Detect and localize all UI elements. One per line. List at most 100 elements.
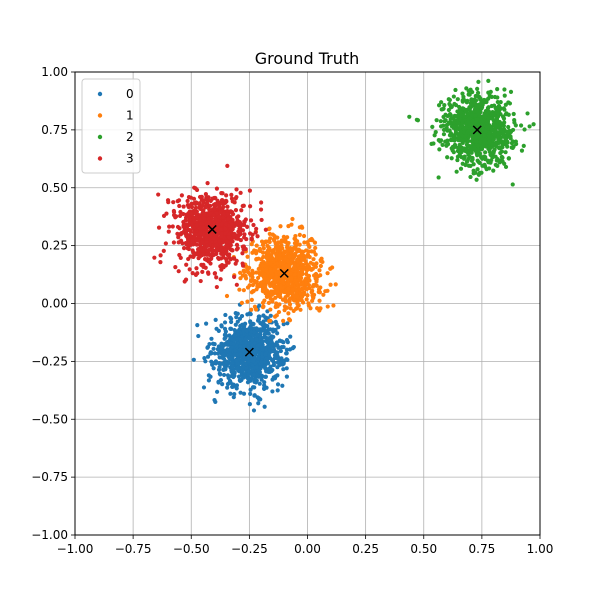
- data-point: [494, 144, 499, 149]
- data-point: [233, 322, 238, 327]
- data-point: [268, 269, 273, 274]
- data-point: [456, 120, 461, 125]
- data-point: [276, 269, 281, 274]
- data-point: [474, 177, 479, 182]
- centroid-marker-2: [472, 125, 482, 135]
- data-point: [491, 117, 496, 122]
- data-point: [502, 120, 507, 125]
- data-point: [201, 385, 207, 390]
- data-point: [314, 283, 319, 288]
- data-point: [531, 122, 536, 127]
- data-point: [221, 211, 226, 217]
- data-point: [225, 373, 231, 378]
- data-point: [241, 348, 246, 353]
- data-point: [272, 314, 278, 319]
- data-point: [222, 320, 228, 325]
- data-point: [454, 127, 459, 132]
- data-point: [278, 260, 283, 265]
- data-point: [229, 222, 234, 227]
- data-point: [495, 163, 500, 168]
- data-point: [486, 78, 491, 83]
- data-point: [266, 300, 271, 305]
- data-point: [216, 255, 221, 261]
- data-point: [221, 265, 226, 270]
- y-axis: −1.00 −0.75 −0.50 −0.25 0.00 0.25 0.50 0.75 1.00: [31, 65, 75, 542]
- centroid-marker-3: [207, 224, 217, 234]
- data-point: [291, 298, 297, 303]
- data-point: [268, 236, 273, 241]
- data-point: [171, 209, 177, 215]
- data-point: [183, 277, 189, 282]
- data-point: [260, 250, 266, 255]
- data-point: [501, 126, 507, 132]
- data-point: [207, 207, 212, 212]
- data-point: [242, 232, 247, 237]
- data-point: [495, 119, 500, 124]
- data-point: [284, 347, 289, 352]
- data-point: [249, 297, 254, 302]
- series-1-points: [224, 216, 338, 324]
- data-point: [457, 104, 462, 110]
- data-point: [450, 144, 456, 149]
- data-point: [512, 120, 517, 125]
- data-point: [486, 109, 491, 114]
- data-point: [449, 124, 455, 129]
- data-point: [501, 134, 506, 139]
- data-point: [195, 271, 200, 276]
- data-point: [254, 364, 259, 370]
- data-point: [236, 214, 241, 219]
- data-point: [244, 236, 249, 242]
- y-tick-label: 0.75: [41, 123, 68, 137]
- data-point: [449, 104, 454, 109]
- data-point: [496, 131, 501, 136]
- data-point: [199, 240, 205, 245]
- data-point: [260, 374, 265, 379]
- data-point: [229, 326, 234, 331]
- legend-swatch: [97, 134, 103, 140]
- data-point: [260, 322, 265, 327]
- data-point: [238, 190, 243, 195]
- data-point: [228, 209, 233, 214]
- data-point: [436, 103, 442, 108]
- data-point: [482, 162, 487, 168]
- data-point: [230, 217, 235, 223]
- data-point: [298, 277, 303, 283]
- data-point: [242, 219, 247, 224]
- data-point: [238, 223, 243, 228]
- data-point: [250, 337, 255, 342]
- data-point: [196, 333, 201, 339]
- data-point: [198, 206, 203, 212]
- data-point: [230, 212, 236, 217]
- data-point: [247, 283, 252, 288]
- data-point: [191, 357, 196, 362]
- data-point: [254, 226, 259, 231]
- data-point: [247, 265, 252, 270]
- series-3-points: [152, 163, 268, 290]
- data-point: [216, 214, 221, 219]
- centroid-stroke: [207, 224, 217, 234]
- data-point: [455, 154, 460, 159]
- data-point: [466, 120, 471, 125]
- data-point: [276, 309, 282, 315]
- data-point: [186, 214, 191, 219]
- data-point: [205, 354, 211, 359]
- data-point: [256, 356, 261, 361]
- data-point: [243, 321, 248, 326]
- legend-swatch: [97, 91, 103, 97]
- data-point: [466, 156, 471, 162]
- data-point: [229, 196, 235, 201]
- data-point: [186, 246, 191, 252]
- data-point: [226, 353, 231, 359]
- data-point: [233, 348, 238, 354]
- data-point: [292, 263, 297, 268]
- data-point: [490, 142, 495, 148]
- data-point: [210, 341, 216, 346]
- data-point: [508, 89, 514, 94]
- data-point: [214, 249, 219, 254]
- data-point: [321, 292, 326, 297]
- data-point: [198, 278, 203, 284]
- data-point: [217, 364, 222, 370]
- data-point: [223, 226, 228, 232]
- legend-item-2: 2: [97, 130, 134, 144]
- data-point: [304, 271, 309, 277]
